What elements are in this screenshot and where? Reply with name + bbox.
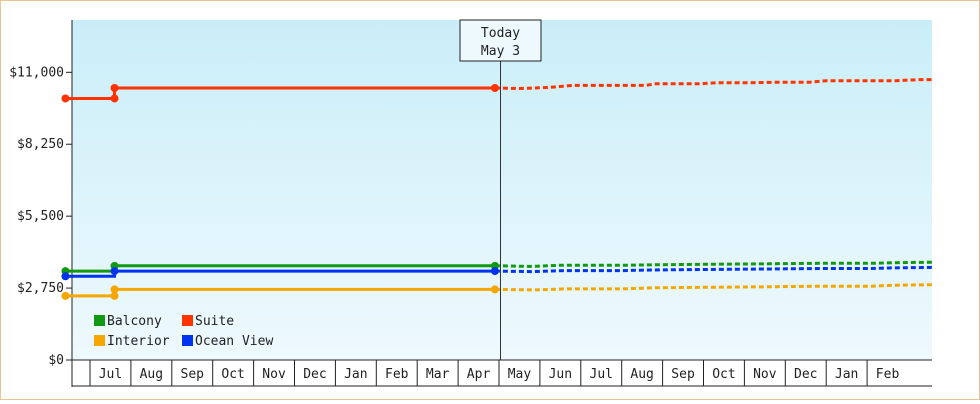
series-suite-history	[65, 86, 495, 100]
point-interior	[110, 291, 119, 300]
series-ocean-view-forecast	[494, 265, 933, 274]
x-tick-label: Jan	[835, 367, 858, 382]
x-tick-label: Jul	[590, 367, 613, 382]
today-date: May 3	[481, 44, 520, 59]
x-tick-label: Aug	[140, 367, 163, 382]
today-box	[459, 19, 542, 62]
point-interior	[490, 285, 499, 294]
y-tick-label: $2,750	[17, 281, 64, 296]
point-suite	[61, 94, 70, 103]
legend-swatch-suite	[182, 315, 193, 326]
legend: Balcony Suite Interior Ocean View	[94, 314, 273, 349]
y-tick-label: $0	[48, 353, 64, 368]
series-suite-forecast	[494, 78, 933, 91]
x-tick-label: Apr	[467, 367, 491, 382]
x-tick-label: Jan	[344, 367, 367, 382]
x-tick-label: Sep	[671, 367, 695, 382]
x-tick-label: Dec	[794, 367, 817, 382]
x-tick-label: Jun	[549, 367, 572, 382]
x-tick-label: May	[508, 367, 532, 382]
plot-background	[72, 20, 932, 360]
legend-swatch-interior	[94, 335, 105, 346]
y-tick-label: $11,000	[9, 65, 64, 80]
axes: $0 $2,750 $5,500 $8,250 $11,000 Jul Aug Sep Oct N…	[9, 20, 932, 387]
point-suite	[110, 84, 119, 92]
y-tick-label: $5,500	[17, 209, 64, 224]
x-tick-label: Nov	[262, 367, 286, 382]
point-suite	[490, 84, 499, 92]
x-tick-label: Feb	[876, 367, 900, 382]
today-label: Today	[481, 26, 520, 41]
legend-swatch-ocean-view	[182, 335, 193, 346]
x-tick-label: Jul	[99, 367, 122, 382]
x-tick-label: Mar	[426, 367, 450, 382]
point-ocean-view	[110, 267, 119, 276]
point-interior	[61, 291, 70, 300]
series-lines	[61, 78, 933, 300]
point-ocean-view	[490, 267, 499, 276]
x-tick-label: Sep	[181, 367, 205, 382]
legend-swatch-balcony	[94, 315, 105, 326]
y-tick-label: $8,250	[17, 137, 64, 152]
legend-label-balcony: Balcony	[107, 314, 162, 329]
x-tick-label: Dec	[303, 367, 326, 382]
point-suite	[110, 94, 119, 103]
today-marker: Today May 3	[459, 19, 542, 62]
x-tick-label: Feb	[385, 367, 409, 382]
x-tick-label: Aug	[630, 367, 653, 382]
x-tick-label: Oct	[221, 367, 244, 382]
series-balcony-forecast	[494, 260, 933, 268]
point-ocean-view	[61, 272, 70, 281]
x-tick-label: Nov	[753, 367, 777, 382]
series-interior-forecast	[494, 283, 933, 292]
point-interior	[110, 285, 119, 294]
legend-label-ocean-view: Ocean View	[195, 334, 273, 349]
legend-label-interior: Interior	[107, 334, 170, 349]
x-tick-label: Oct	[712, 367, 735, 382]
legend-label-suite: Suite	[195, 314, 234, 329]
